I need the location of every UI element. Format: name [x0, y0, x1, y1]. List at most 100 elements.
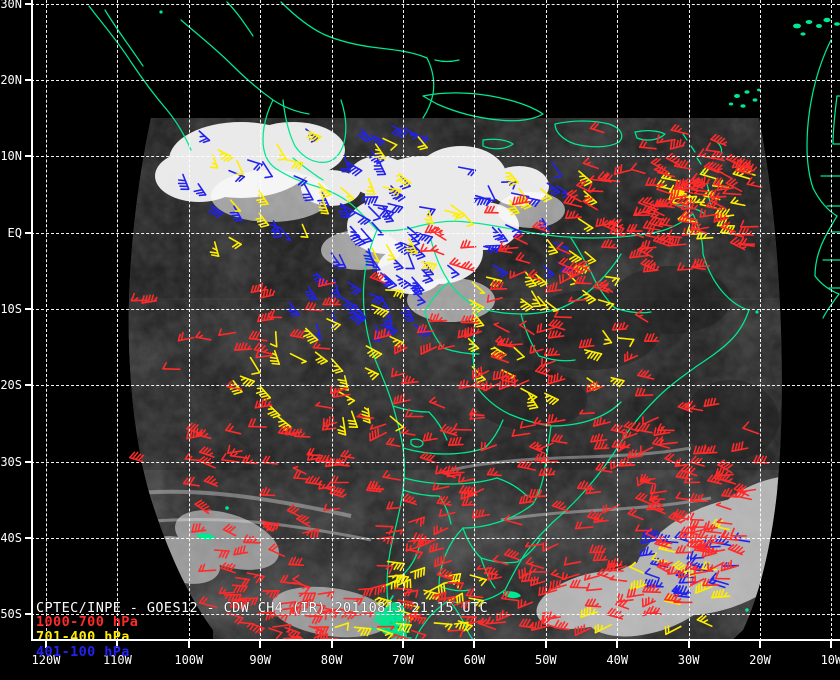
wind-barb [457, 473, 476, 484]
wind-barb [268, 543, 286, 558]
wind-barb [551, 161, 563, 179]
gridline-lat-EQ [31, 232, 840, 234]
wind-barb [433, 622, 453, 631]
wind-barb [509, 270, 527, 279]
wind-barb [693, 543, 712, 554]
wind-barb [731, 441, 749, 453]
wind-barb [594, 623, 612, 634]
wind-barb [504, 171, 520, 186]
wind-barb [616, 337, 635, 348]
wind-barb [746, 176, 763, 188]
wind-barb [209, 241, 220, 258]
wind-barb [529, 441, 546, 455]
wind-barb [269, 330, 278, 348]
wind-barb [476, 565, 493, 570]
wind-barb [293, 175, 308, 187]
gridline-lon-80W [331, 0, 333, 641]
wind-barb [641, 204, 657, 216]
wind-barb [337, 375, 349, 391]
wind-barb [503, 514, 523, 526]
wind-barb [657, 165, 676, 178]
map-plot-area[interactable] [31, 0, 840, 641]
wind-barb [339, 187, 355, 202]
wind-barb [669, 138, 686, 150]
wind-barb [527, 269, 542, 282]
wind-barb [406, 226, 420, 241]
wind-barb [376, 564, 394, 575]
wind-barb [347, 410, 359, 429]
ytick-label-20N: 20N [0, 73, 22, 88]
wind-barb [710, 572, 729, 586]
wind-barb [373, 157, 387, 176]
wind-barb [638, 546, 656, 557]
wind-barb [582, 195, 599, 211]
wind-barb [650, 158, 667, 172]
wind-barb [589, 544, 607, 554]
gridline-lat-10N [31, 156, 840, 158]
wind-barb [385, 244, 396, 261]
wind-barb [461, 211, 475, 227]
wind-barb [269, 349, 281, 366]
wind-barb [289, 352, 307, 364]
wind-barb [609, 218, 624, 229]
wind-barb [643, 332, 660, 343]
tick-lat-50S [25, 613, 32, 616]
wind-barb [208, 204, 224, 218]
wind-barb [395, 173, 412, 187]
wind-barb [730, 527, 748, 537]
wind-barb [492, 264, 508, 278]
wind-barb [464, 325, 483, 339]
wind-barb [234, 342, 253, 352]
wind-barb [547, 372, 566, 385]
wind-barb [629, 561, 645, 575]
wind-barb [428, 313, 448, 323]
wind-barb [670, 124, 690, 135]
wind-barb [408, 516, 426, 528]
wind-barb [213, 549, 230, 559]
gridline-lat-10S [31, 309, 840, 311]
tick-lat-30N [25, 2, 32, 5]
wind-barb [525, 556, 545, 569]
wind-barb [551, 433, 568, 444]
wind-barb [368, 293, 385, 305]
wind-barb [642, 416, 659, 426]
gridline-lon-70W [403, 0, 404, 641]
gridline-lat-20S [31, 385, 840, 387]
wind-barb [578, 338, 595, 349]
wind-barb [532, 221, 550, 233]
wind-barb [371, 247, 380, 263]
wind-barb [500, 590, 519, 602]
wind-barb [528, 488, 548, 499]
wind-barb [232, 584, 248, 594]
wind-barb [563, 556, 582, 566]
wind-barb [707, 474, 723, 485]
wind-barb [384, 289, 405, 299]
wind-barb [690, 181, 709, 193]
wind-barb [649, 491, 666, 501]
wind-barb [371, 221, 384, 236]
wind-barb [673, 158, 692, 170]
wind-barb [405, 253, 415, 270]
wind-barb [678, 214, 698, 225]
wind-barb [677, 569, 696, 579]
wind-barb [641, 596, 656, 608]
wind-barb [645, 177, 665, 187]
tick-lon-70W [402, 641, 404, 648]
wind-barb [309, 603, 326, 614]
wind-barb [606, 607, 624, 620]
wind-barb [489, 280, 508, 291]
wind-barb [306, 451, 323, 461]
wind-barb [453, 600, 471, 610]
xtick-label-40W: 40W [606, 653, 629, 667]
wind-barb [529, 344, 544, 354]
wind-barb [430, 244, 445, 256]
wind-barb [218, 328, 237, 337]
xtick-label-80W: 80W [320, 653, 343, 667]
wind-barb [640, 535, 656, 545]
wind-barb [668, 197, 683, 209]
wind-barb [284, 158, 304, 170]
wind-barb [229, 448, 249, 460]
wind-barb [386, 560, 406, 572]
wind-barb [579, 409, 596, 415]
